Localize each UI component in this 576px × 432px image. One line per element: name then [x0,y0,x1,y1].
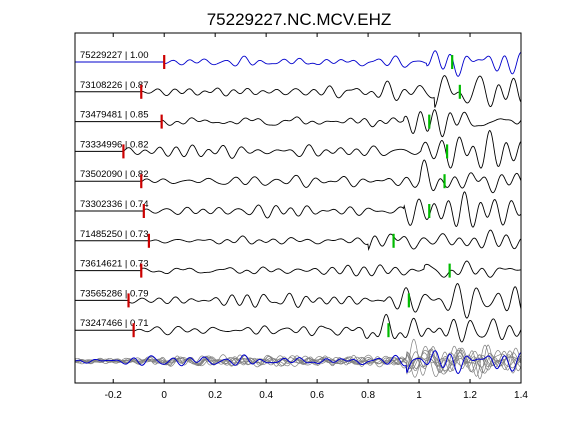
trace-label: 71485250 | 0.73 [80,229,149,240]
x-tick-label: 0.4 [259,390,273,401]
trace-label: 75229227 | 1.00 [80,50,149,61]
stack-trace [74,344,522,380]
traces-layer [74,50,522,380]
trace-label: 73502090 | 0.82 [80,169,149,180]
waveform-trace [140,159,522,194]
x-tick-label: 1.2 [463,390,477,401]
trace-label: 73108226 | 0.87 [80,80,149,91]
trace-labels: 75229227 | 1.00 73108226 | 0.87 73479481 |… [80,50,149,329]
x-tick-label: 1 [416,390,422,401]
x-tick-label: 0 [161,390,167,401]
trace-label: 73302336 | 0.74 [80,199,149,210]
x-tick-label: 1.4 [514,390,528,401]
phase-picks [122,55,461,338]
waveform-trace [161,109,522,138]
plot-frame [74,32,522,384]
x-axis: -0.2 0 0.2 0.4 0.6 0.8 1 1.2 1.4 [105,33,528,401]
stack-trace [74,338,522,376]
chart-title: 75229227.NC.MCV.EHZ [207,10,392,29]
trace-label: 73247466 | 0.71 [80,318,149,329]
trace-label: 73334996 | 0.82 [80,139,149,150]
trace-label: 73614621 | 0.73 [80,259,149,270]
waveform-trace [148,229,522,252]
stack-reference-trace [74,350,522,374]
waveform-trace [133,313,522,343]
waveform-trace [164,50,522,77]
waveform-trace [141,260,522,278]
trace-label: 73565286 | 0.79 [80,288,149,299]
trace-label: 73479481 | 0.85 [80,110,149,121]
x-tick-label: 0.2 [208,390,222,401]
x-tick-label: 0.6 [310,390,324,401]
waveform-trace [143,191,522,228]
waveform-trace [128,283,522,319]
waveform-trace [141,75,522,108]
x-tick-label: 0.8 [361,390,375,401]
stack-trace [74,349,522,378]
x-tick-label: -0.2 [105,390,123,401]
waveform-trace [123,129,522,169]
stack-trace [74,345,522,378]
